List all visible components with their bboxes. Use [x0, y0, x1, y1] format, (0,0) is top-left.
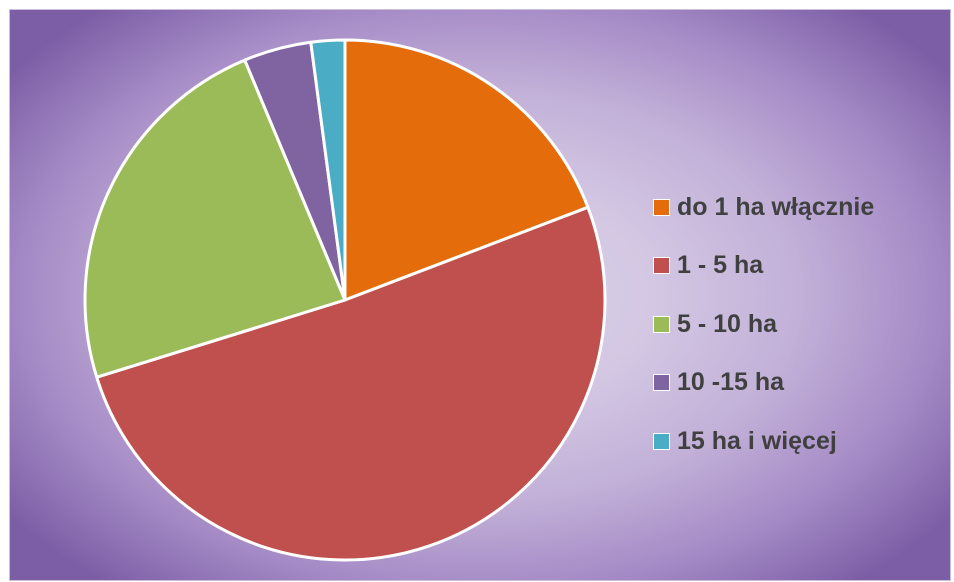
legend-item-15-ha-i-wiecej[interactable]: 15 ha i więcej: [653, 412, 874, 471]
legend: do 1 ha włącznie 1 - 5 ha 5 - 10 ha 10 -…: [653, 178, 874, 471]
legend-label-15-ha-i-wiecej: 15 ha i więcej: [677, 426, 837, 455]
legend-item-5-10-ha[interactable]: 5 - 10 ha: [653, 295, 874, 354]
legend-label-do-1-ha: do 1 ha włącznie: [677, 192, 875, 221]
legend-swatch-do-1-ha: [653, 198, 670, 216]
legend-label-10-15-ha: 10 -15 ha: [677, 368, 785, 397]
pie-slice-2[interactable]: 5 - 10 ha: [83, 58, 347, 379]
legend-item-do-1-ha[interactable]: do 1 ha włącznie: [653, 178, 874, 237]
pie-slice-1[interactable]: 1 - 5 ha: [95, 205, 607, 562]
legend-item-10-15-ha[interactable]: 10 -15 ha: [653, 354, 874, 413]
legend-swatch-15-ha-i-wiecej: [653, 432, 670, 450]
legend-label-1-5-ha: 1 - 5 ha: [677, 251, 764, 280]
legend-swatch-10-15-ha: [653, 374, 670, 392]
pie-slice-4[interactable]: 15 ha i więcej: [309, 38, 347, 302]
legend-item-1-5-ha[interactable]: 1 - 5 ha: [653, 237, 874, 296]
legend-swatch-1-5-ha: [653, 257, 670, 275]
pie-slice-0[interactable]: do 1 ha włącznie: [343, 38, 590, 302]
legend-label-5-10-ha: 5 - 10 ha: [677, 309, 778, 338]
legend-swatch-5-10-ha: [653, 315, 670, 333]
